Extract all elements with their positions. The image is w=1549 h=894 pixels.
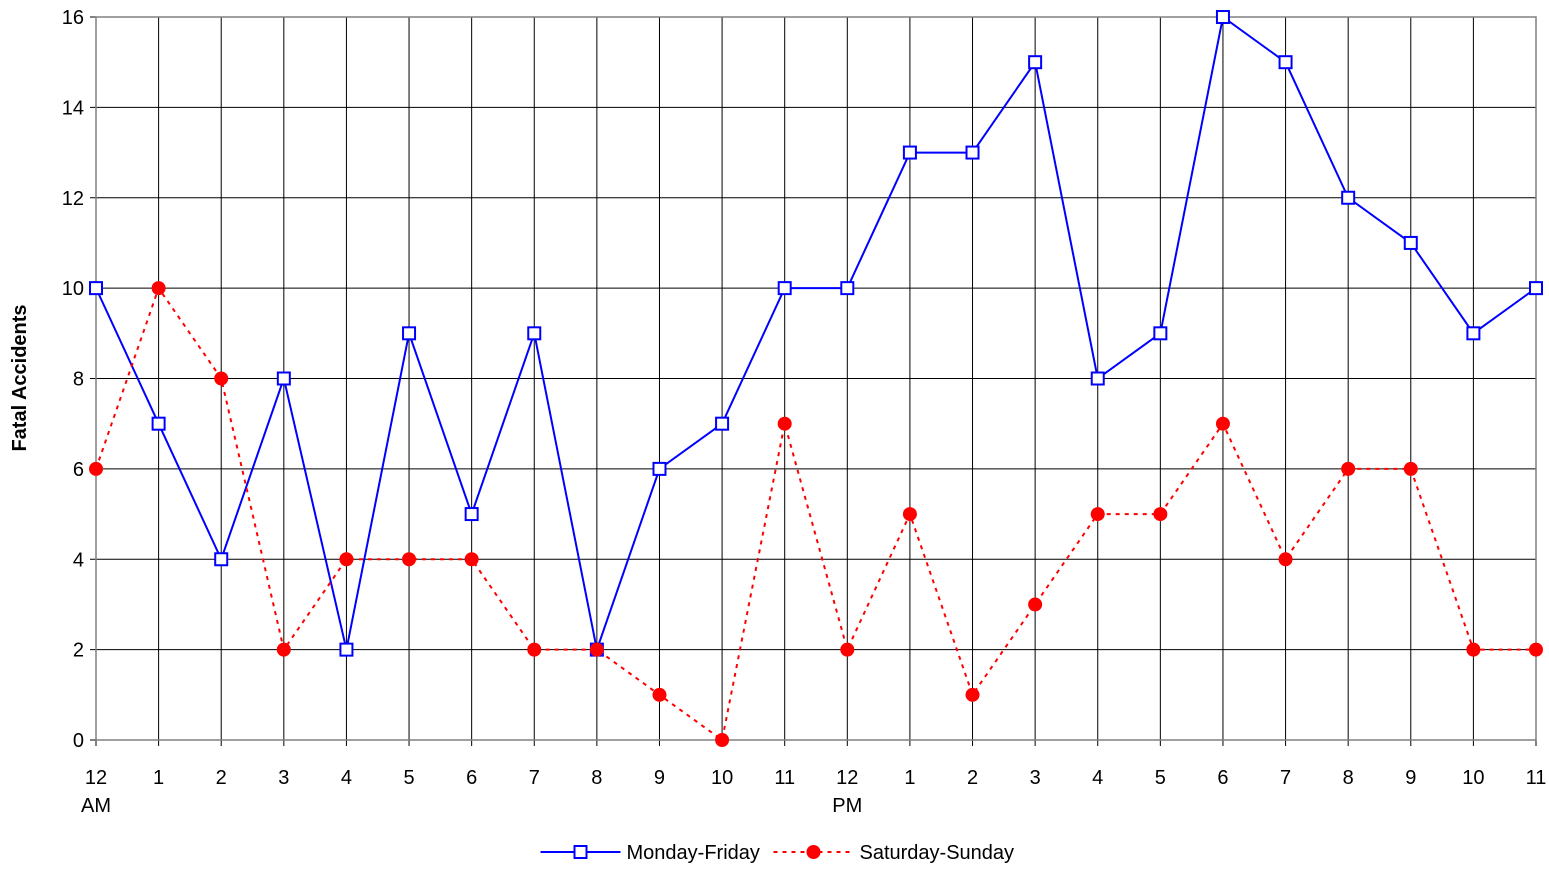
y-tick-label: 8 [73, 369, 84, 391]
marker [652, 461, 667, 476]
x-tick-label: 2 [216, 767, 227, 789]
marker [527, 642, 542, 657]
series-line [95, 15, 1537, 654]
marker [214, 371, 229, 386]
x-tick-label: 4 [341, 767, 352, 789]
marker [902, 507, 917, 522]
marker [1529, 281, 1543, 296]
marker [715, 416, 730, 431]
marker [402, 552, 417, 567]
x-tick-label: 12 PM [832, 767, 862, 817]
marker [151, 281, 166, 296]
marker [339, 552, 354, 567]
marker [402, 326, 417, 341]
legend-label: Monday-Friday [627, 842, 760, 864]
marker [89, 281, 103, 296]
x-tick-label: 9 [654, 767, 665, 789]
x-tick-label: 11 [774, 767, 795, 789]
marker [777, 416, 792, 431]
x-tick-label: 9 [1405, 767, 1416, 789]
marker [527, 326, 542, 341]
x-tick-label: 11 [1526, 767, 1547, 789]
legend-marker [573, 845, 588, 859]
marker [464, 552, 479, 567]
x-tick-label: 2 [967, 767, 978, 789]
marker [1278, 55, 1293, 70]
marker [1028, 597, 1043, 612]
marker [1153, 326, 1168, 341]
marker [1403, 461, 1418, 476]
x-tick-label: 5 [403, 767, 414, 789]
x-tick-label: 1 [904, 767, 915, 789]
marker [89, 461, 103, 476]
marker [1090, 371, 1105, 386]
marker [840, 281, 855, 296]
legend-label: Saturday-Sunday [860, 842, 1015, 864]
y-axis-label: Fatal Accidents [9, 304, 31, 451]
x-tick-label: 12 AM [81, 767, 111, 817]
marker [902, 145, 917, 160]
marker [1215, 416, 1230, 431]
y-tick-label: 16 [62, 7, 84, 29]
x-tick-label: 3 [278, 767, 289, 789]
marker [151, 416, 166, 431]
x-tick-label: 6 [466, 767, 477, 789]
x-tick-label: 7 [529, 767, 540, 789]
marker [589, 642, 604, 657]
marker [1028, 55, 1043, 70]
y-tick-label: 14 [62, 97, 84, 119]
x-tick-label: 6 [1217, 767, 1228, 789]
marker [1403, 235, 1418, 250]
y-tick-label: 12 [62, 188, 84, 210]
marker [1529, 642, 1543, 657]
x-tick-label: 4 [1092, 767, 1103, 789]
marker [777, 281, 792, 296]
marker [1466, 642, 1481, 657]
y-tick-label: 4 [73, 549, 84, 571]
marker [1341, 190, 1356, 205]
marker [1090, 507, 1105, 522]
marker [1341, 461, 1356, 476]
marker [965, 145, 980, 160]
marker [1215, 10, 1230, 24]
plot-frame [95, 16, 1537, 741]
x-tick-label: 7 [1280, 767, 1291, 789]
y-tick-label: 2 [73, 640, 84, 662]
y-tick-label: 6 [73, 459, 84, 481]
x-tick-label: 1 [153, 767, 164, 789]
legend-marker [806, 845, 821, 859]
marker [276, 642, 291, 657]
x-tick-label: 10 [1462, 767, 1484, 789]
y-tick-label: 0 [73, 730, 84, 752]
marker [715, 733, 730, 747]
marker [214, 552, 229, 567]
marker [965, 687, 980, 702]
marker [276, 371, 291, 386]
marker [1278, 552, 1293, 567]
x-tick-label: 10 [711, 767, 733, 789]
series-line [95, 285, 1536, 742]
marker [840, 642, 855, 657]
y-tick-label: 10 [62, 278, 84, 300]
marker [339, 642, 354, 657]
marker [464, 507, 479, 522]
x-tick-label: 3 [1030, 767, 1041, 789]
x-tick-label: 8 [591, 767, 602, 789]
marker [1466, 326, 1481, 341]
marker [1153, 507, 1168, 522]
x-tick-label: 8 [1343, 767, 1354, 789]
marker [652, 687, 667, 702]
x-tick-label: 5 [1155, 767, 1166, 789]
